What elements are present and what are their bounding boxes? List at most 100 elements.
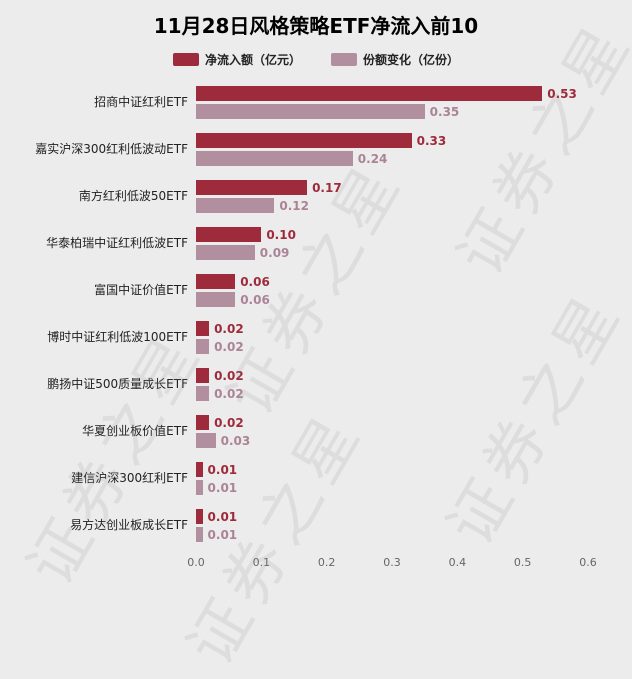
net-inflow-value: 0.01 [207,462,238,477]
x-axis-tick: 0.0 [187,556,205,569]
share-change-value: 0.03 [220,433,251,448]
share-change-bar-line: 0.01 [196,480,588,495]
chart-row: 招商中证红利ETF 0.53 0.35 [0,86,632,119]
bar-group: 0.06 0.06 [196,274,588,307]
net-inflow-bar [196,368,210,383]
net-inflow-bar-line: 0.01 [196,462,588,477]
share-change-bar-line: 0.01 [196,527,588,542]
chart-row: 华夏创业板价值ETF 0.02 0.03 [0,415,632,448]
share-change-bar [196,292,236,307]
x-axis: 0.0 0.1 0.2 0.3 0.4 0.5 0.6 [187,556,597,574]
share-change-bar-line: 0.24 [196,151,588,166]
net-inflow-bar [196,180,308,195]
category-label: 嘉实沪深300红利低波动ETF [35,141,188,156]
legend-swatch-net-inflow [172,53,199,66]
legend-label-net-inflow: 净流入额（亿元） [204,53,301,67]
share-change-bar-line: 0.03 [196,433,588,448]
net-inflow-bar [196,415,210,430]
legend-label-share-change: 份额变化（亿份） [363,53,460,67]
share-change-value: 0.35 [429,104,460,119]
chart-page: 11月28日风格策略ETF净流入前10 净流入额（亿元） 份额变化（亿份） 招商… [0,10,632,574]
category-label: 建信沪深300红利ETF [71,470,188,485]
net-inflow-bar [196,227,262,242]
bar-group: 0.02 0.02 [196,321,588,354]
legend-item-share-change[interactable]: 份额变化（亿份） [331,51,459,68]
bar-group: 0.01 0.01 [196,509,588,542]
net-inflow-bar-line: 0.33 [196,133,588,148]
share-change-bar [196,198,275,213]
net-inflow-bar-line: 0.17 [196,180,588,195]
share-change-value: 0.12 [279,198,309,213]
category-label: 华泰柏瑞中证红利低波ETF [46,235,188,250]
net-inflow-bar-line: 0.06 [196,274,588,289]
chart-row: 易方达创业板成长ETF 0.01 0.01 [0,509,632,542]
legend-item-net-inflow[interactable]: 净流入额（亿元） [172,51,301,68]
net-inflow-bar-line: 0.01 [196,509,588,524]
net-inflow-value: 0.10 [266,227,296,242]
share-change-bar [196,339,210,354]
share-change-bar [196,527,203,542]
net-inflow-value: 0.02 [214,415,244,430]
chart-row: 嘉实沪深300红利低波动ETF 0.33 0.24 [0,133,632,166]
share-change-value: 0.01 [207,527,238,542]
net-inflow-value: 0.33 [416,133,447,148]
net-inflow-bar [196,509,203,524]
chart-rows: 招商中证红利ETF 0.53 0.35 嘉实沪深300红利低波动ETF 0.33 0.24… [0,86,632,542]
category-label: 南方红利低波50ETF [78,188,188,203]
net-inflow-value: 0.01 [207,509,238,524]
net-inflow-bar [196,133,412,148]
share-change-value: 0.02 [214,386,244,401]
x-axis-tick: 0.4 [448,556,467,569]
share-change-bar-line: 0.12 [196,198,588,213]
category-label: 华夏创业板价值ETF [82,423,188,438]
share-change-bar-line: 0.09 [196,245,588,260]
share-change-value: 0.09 [259,245,290,260]
share-change-bar [196,386,210,401]
category-label: 富国中证价值ETF [94,282,188,297]
share-change-bar [196,245,255,260]
x-axis-tick: 0.1 [252,556,271,569]
net-inflow-value: 0.02 [214,321,244,336]
bar-group: 0.01 0.01 [196,462,588,495]
net-inflow-bar-line: 0.02 [196,321,588,336]
share-change-value: 0.02 [214,339,244,354]
x-axis-tick: 0.6 [579,556,597,569]
share-change-bar [196,104,425,119]
bar-group: 0.53 0.35 [196,86,588,119]
net-inflow-bar [196,274,236,289]
net-inflow-value: 0.06 [240,274,270,289]
share-change-bar [196,151,353,166]
net-inflow-bar-line: 0.53 [196,86,588,101]
net-inflow-bar [196,462,203,477]
chart-row: 博时中证红利低波100ETF 0.02 0.02 [0,321,632,354]
chart-row: 南方红利低波50ETF 0.17 0.12 [0,180,632,213]
x-axis-tick: 0.2 [317,556,336,569]
net-inflow-bar-line: 0.10 [196,227,588,242]
share-change-value: 0.06 [240,292,270,307]
category-label: 鹏扬中证500质量成长ETF [47,376,188,391]
net-inflow-bar-line: 0.02 [196,368,588,383]
share-change-bar-line: 0.06 [196,292,588,307]
share-change-bar [196,433,216,448]
x-axis-tick: 0.5 [513,556,532,569]
net-inflow-bar [196,86,543,101]
chart-row: 华泰柏瑞中证红利低波ETF 0.10 0.09 [0,227,632,260]
category-label: 博时中证红利低波100ETF [47,329,188,344]
share-change-bar-line: 0.02 [196,339,588,354]
share-change-bar-line: 0.35 [196,104,588,119]
net-inflow-value: 0.53 [547,86,577,101]
category-label: 招商中证红利ETF [94,94,188,109]
x-axis-tick: 0.3 [383,556,401,569]
bar-group: 0.33 0.24 [196,133,588,166]
bar-chart: 招商中证红利ETF 0.53 0.35 嘉实沪深300红利低波动ETF 0.33 0.24… [0,86,632,574]
bar-group: 0.17 0.12 [196,180,588,213]
net-inflow-bar-line: 0.02 [196,415,588,430]
chart-row: 富国中证价值ETF 0.06 0.06 [0,274,632,307]
share-change-bar-line: 0.02 [196,386,588,401]
share-change-bar [196,480,203,495]
share-change-value: 0.24 [357,151,388,166]
net-inflow-value: 0.02 [214,368,244,383]
bar-group: 0.10 0.09 [196,227,588,260]
net-inflow-bar [196,321,210,336]
share-change-value: 0.01 [207,480,238,495]
